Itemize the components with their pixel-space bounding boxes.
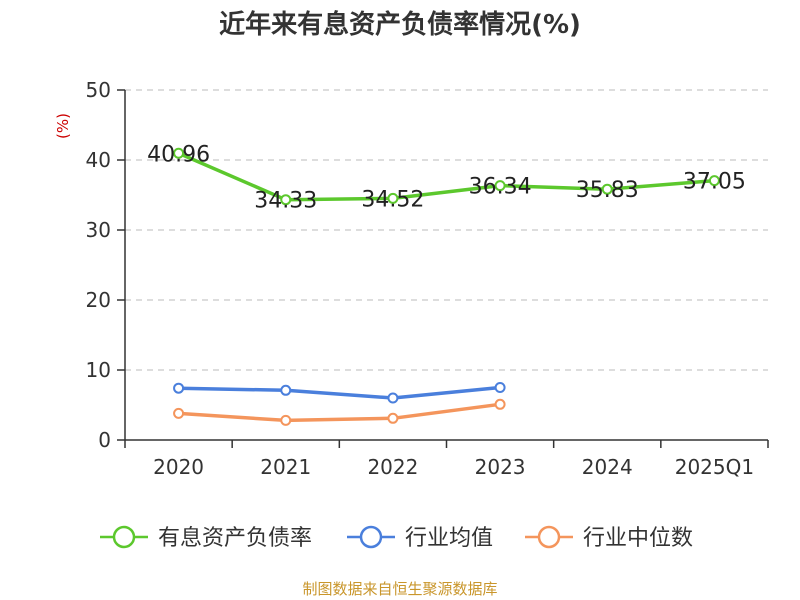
x-tick-label: 2021 bbox=[260, 455, 311, 479]
series-layer bbox=[173, 147, 720, 426]
y-tick-label: 40 bbox=[86, 148, 111, 172]
legend-label-0: 有息资产负债率 bbox=[158, 526, 312, 551]
grid-lines bbox=[125, 89, 768, 371]
data-point bbox=[173, 147, 185, 159]
y-axis-label: (%) bbox=[54, 113, 72, 139]
data-point bbox=[387, 392, 399, 404]
chart-title: 近年来有息资产负债率情况(%) bbox=[219, 9, 581, 40]
legend-marker-1 bbox=[359, 525, 383, 549]
x-tick-label: 2022 bbox=[367, 455, 418, 479]
data-point bbox=[494, 398, 506, 410]
data-point bbox=[387, 412, 399, 424]
data-point bbox=[173, 382, 185, 394]
data-label: 37.05 bbox=[683, 170, 746, 195]
data-point bbox=[173, 407, 185, 419]
x-tick-label: 2025Q1 bbox=[675, 455, 754, 479]
source-note: 制图数据来自恒生聚源数据库 bbox=[302, 580, 497, 598]
legend-marker-0 bbox=[112, 525, 136, 549]
legend-label-2: 行业中位数 bbox=[583, 526, 693, 551]
y-tick-label: 50 bbox=[86, 78, 111, 102]
y-tick-label: 20 bbox=[86, 288, 111, 312]
data-labels: 40.96 34.33 34.52 36.34 35.83 37.05 bbox=[147, 142, 746, 213]
data-point bbox=[494, 382, 506, 393]
data-point bbox=[280, 194, 292, 206]
data-point bbox=[280, 414, 292, 426]
x-tick-label: 2024 bbox=[582, 455, 633, 479]
data-point bbox=[494, 180, 506, 192]
x-tick-label: 2020 bbox=[153, 455, 204, 479]
legend: 有息资产负债率 行业均值 行业中位数 bbox=[100, 525, 693, 551]
x-tick-label: 2023 bbox=[475, 455, 526, 479]
data-label: 34.33 bbox=[254, 189, 317, 214]
axes: 0 10 20 30 40 50 2020 2021 2022 2023 2024 2025Q1 bbox=[86, 78, 769, 479]
series-line-1 bbox=[178, 385, 501, 400]
y-tick-label: 30 bbox=[86, 218, 111, 242]
series-line-0 bbox=[177, 151, 715, 202]
data-label: 40.96 bbox=[147, 142, 210, 167]
data-point bbox=[601, 183, 613, 195]
y-tick-label: 0 bbox=[98, 428, 111, 452]
data-label: 36.34 bbox=[469, 175, 532, 200]
data-point bbox=[708, 175, 720, 187]
data-label: 35.83 bbox=[576, 178, 639, 203]
data-point bbox=[387, 192, 399, 204]
data-label: 34.52 bbox=[361, 187, 424, 212]
y-tick-label: 10 bbox=[86, 358, 111, 382]
legend-marker-2 bbox=[537, 525, 561, 549]
legend-label-1: 行业均值 bbox=[405, 526, 493, 551]
data-point bbox=[280, 384, 292, 396]
series-line-2 bbox=[178, 402, 501, 423]
